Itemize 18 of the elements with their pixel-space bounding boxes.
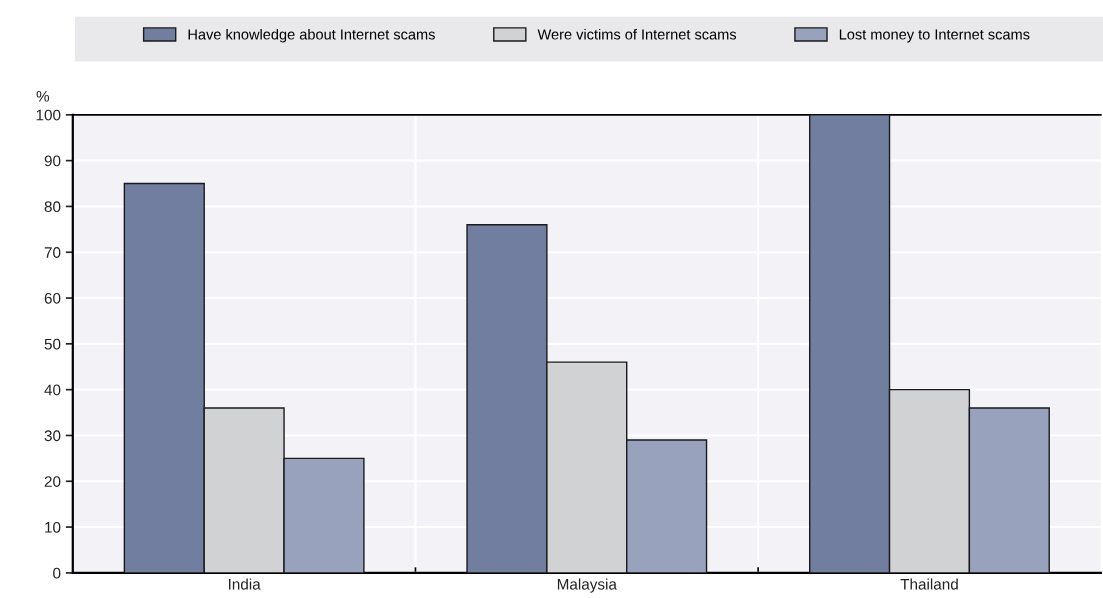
y-tick-label: 30 xyxy=(44,430,61,442)
y-tick-label: 40 xyxy=(44,384,61,396)
y-tick-label: 70 xyxy=(44,247,61,258)
y-tick-label: 60 xyxy=(44,292,61,304)
y-tick-label: 10 xyxy=(45,521,61,533)
y-tick-label: 90 xyxy=(44,155,61,167)
x-tick-label: Thailand xyxy=(900,578,958,590)
y-tick-label: 100 xyxy=(36,109,61,121)
legend-label: Have knowledge about Internet scams xyxy=(188,28,435,43)
y-tick-label: 0 xyxy=(53,567,61,579)
y-tick-label: 50 xyxy=(44,338,61,350)
y-tick-label: 20 xyxy=(44,476,61,487)
y-axis-title: % xyxy=(36,90,50,102)
legend-label: Lost money to Internet scams xyxy=(839,29,1030,43)
x-tick-label: India xyxy=(228,578,261,590)
x-tick-label: Malaysia xyxy=(557,578,617,593)
legend-label: Were victims of Internet scams xyxy=(537,28,737,40)
y-tick-label: 80 xyxy=(44,201,61,213)
